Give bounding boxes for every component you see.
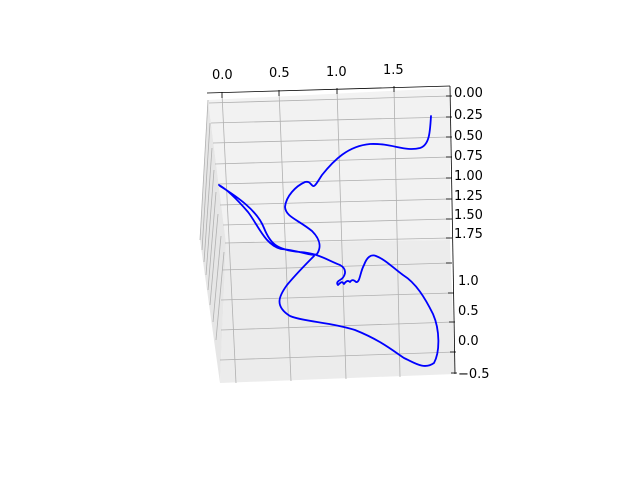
y-tick-label: 1.00 — [454, 169, 483, 184]
x-tick-label: 0.5 — [269, 66, 290, 81]
y-tick-label: 1.50 — [454, 208, 483, 223]
x-tick-label: 1.5 — [383, 63, 404, 78]
z-tick-label: −0.5 — [458, 367, 490, 382]
y-tick-label: 0.50 — [454, 129, 483, 144]
y-axis-ticks — [446, 95, 452, 239]
y-tick-label: 1.75 — [454, 227, 483, 242]
z-tick-label: 0.5 — [458, 304, 479, 319]
y-tick-label: 0.75 — [454, 149, 483, 164]
y-tick-label: 0.25 — [454, 108, 483, 123]
pane-left — [200, 100, 226, 383]
y-tick-label: 1.25 — [454, 189, 483, 204]
z-tick-label: 1.0 — [458, 274, 479, 289]
pane-floor — [220, 240, 455, 383]
x-tick-label: 1.0 — [326, 65, 347, 80]
y-tick-label: 0.00 — [454, 86, 483, 101]
x-axis-ticks — [221, 86, 395, 98]
gridlines — [199, 86, 456, 384]
z-tick-label: 0.0 — [458, 334, 479, 349]
data-line — [218, 115, 440, 367]
x-tick-label: 0.0 — [212, 68, 233, 83]
yz-axis-line — [449, 85, 456, 375]
x-axis-line — [206, 85, 451, 94]
z-axis-ticks — [446, 262, 457, 374]
